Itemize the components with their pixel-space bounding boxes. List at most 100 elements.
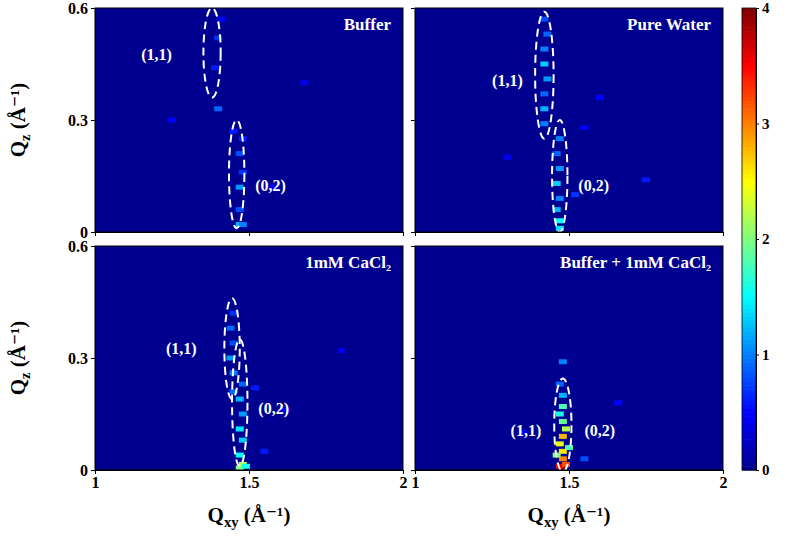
heatmap-cell [300, 80, 308, 85]
tick: 2 [756, 231, 770, 247]
peak-ellipse [232, 339, 247, 466]
heatmap-cell [540, 62, 548, 67]
plot-area [415, 8, 723, 232]
tick-mark [756, 124, 759, 125]
colorbar-swatch [742, 104, 756, 108]
heatmap-cell [214, 106, 222, 111]
heatmap-cell [540, 106, 548, 111]
heatmap-cell [337, 348, 345, 353]
colorbar-swatch [742, 27, 756, 31]
colorbar-swatch [742, 162, 756, 166]
y-axis: 00.30.6 [68, 238, 96, 479]
colorbar-swatch [742, 224, 756, 228]
peak-label: (0,2) [258, 400, 289, 418]
heatmap-cell [562, 462, 570, 467]
colorbar-swatch [742, 208, 756, 212]
colorbar-swatch [742, 328, 756, 332]
tick [411, 246, 415, 247]
colorbar-swatch [742, 147, 756, 151]
colorbar-swatch [742, 77, 756, 81]
colorbar-swatch [742, 381, 756, 385]
heatmap-cell [239, 170, 247, 175]
tick [411, 8, 415, 9]
figure: (1,1)(0,2)Buffer00.30.6Qz (Å⁻¹)(1,1)(0,2… [0, 0, 805, 543]
heatmap-cell [503, 155, 511, 160]
y-axis-title: Qz (Å⁻¹) [6, 321, 33, 396]
colorbar-swatch [742, 66, 756, 70]
colorbar-swatch [742, 412, 756, 416]
colorbar-swatch [742, 378, 756, 382]
colorbar-swatch [742, 304, 756, 308]
plot-area [95, 8, 403, 232]
colorbar-swatch [742, 251, 756, 255]
tick [249, 232, 250, 236]
tick: 1 [412, 470, 420, 491]
plot-area [95, 246, 403, 470]
tick-mark [91, 470, 95, 471]
panel-title: 1mM CaCl₂ [305, 253, 391, 272]
colorbar-swatch [742, 339, 756, 343]
tick-label: 1 [412, 474, 420, 491]
heatmap-cell [553, 181, 561, 186]
heatmap-cell [236, 151, 244, 156]
colorbar-swatch [742, 231, 756, 235]
colorbar-swatch [742, 97, 756, 101]
tick-label: 0.6 [68, 0, 88, 17]
peak-ellipse [535, 12, 553, 139]
colorbar-swatch [742, 116, 756, 120]
peak-label: (0,2) [584, 422, 615, 440]
tick-mark [91, 232, 95, 233]
peak-ellipse [554, 379, 571, 470]
tick-mark [756, 8, 759, 9]
heatmap-cell [217, 17, 225, 22]
tick-label: 0 [762, 462, 770, 478]
tick: 0 [80, 462, 95, 479]
colorbar-swatch [742, 343, 756, 347]
tick: 2 [720, 470, 728, 491]
colorbar-swatch [742, 439, 756, 443]
tick [403, 232, 404, 236]
colorbar-swatch [742, 293, 756, 297]
colorbar-swatch [742, 39, 756, 43]
tick [411, 358, 415, 359]
heatmap-cell [559, 359, 567, 364]
peak-label: (1,1) [166, 340, 197, 358]
colorbar-swatch [742, 281, 756, 285]
tick: 0.6 [68, 238, 95, 255]
colorbar-swatch [742, 235, 756, 239]
colorbar-swatch [742, 227, 756, 231]
colorbar-swatch [742, 389, 756, 393]
colorbar-swatch [742, 274, 756, 278]
plot-frame [415, 8, 723, 232]
colorbar-swatch [742, 285, 756, 289]
plot-frame [95, 8, 403, 232]
colorbar-swatch [742, 112, 756, 116]
plot-background [415, 8, 723, 232]
colorbar-swatch [742, 362, 756, 366]
colorbar-swatch [742, 81, 756, 85]
colorbar-swatch [742, 181, 756, 185]
heatmap-cell [239, 438, 247, 443]
heatmap-cell [553, 151, 561, 156]
colorbar-swatch [742, 89, 756, 93]
colorbar-swatch [742, 143, 756, 147]
tick-mark [569, 232, 570, 236]
colorbar-swatch [742, 189, 756, 193]
heatmap-cell [251, 385, 259, 390]
colorbar-swatch [742, 93, 756, 97]
heatmap-cell [565, 445, 573, 450]
peak-label: (1,1) [511, 422, 542, 440]
colorbar-swatch [742, 204, 756, 208]
colorbar-swatch [742, 120, 756, 124]
colorbar-swatch [742, 58, 756, 62]
heatmap-cell [556, 382, 564, 387]
heatmap-cell [540, 91, 548, 96]
colorbar-swatch [742, 451, 756, 455]
colorbar-swatch [742, 216, 756, 220]
heatmap-cell [559, 434, 567, 439]
tick-mark [756, 355, 759, 356]
tick-mark [411, 120, 415, 121]
colorbar-swatch [742, 297, 756, 301]
tick-mark [411, 470, 415, 471]
colorbar-swatch [742, 270, 756, 274]
